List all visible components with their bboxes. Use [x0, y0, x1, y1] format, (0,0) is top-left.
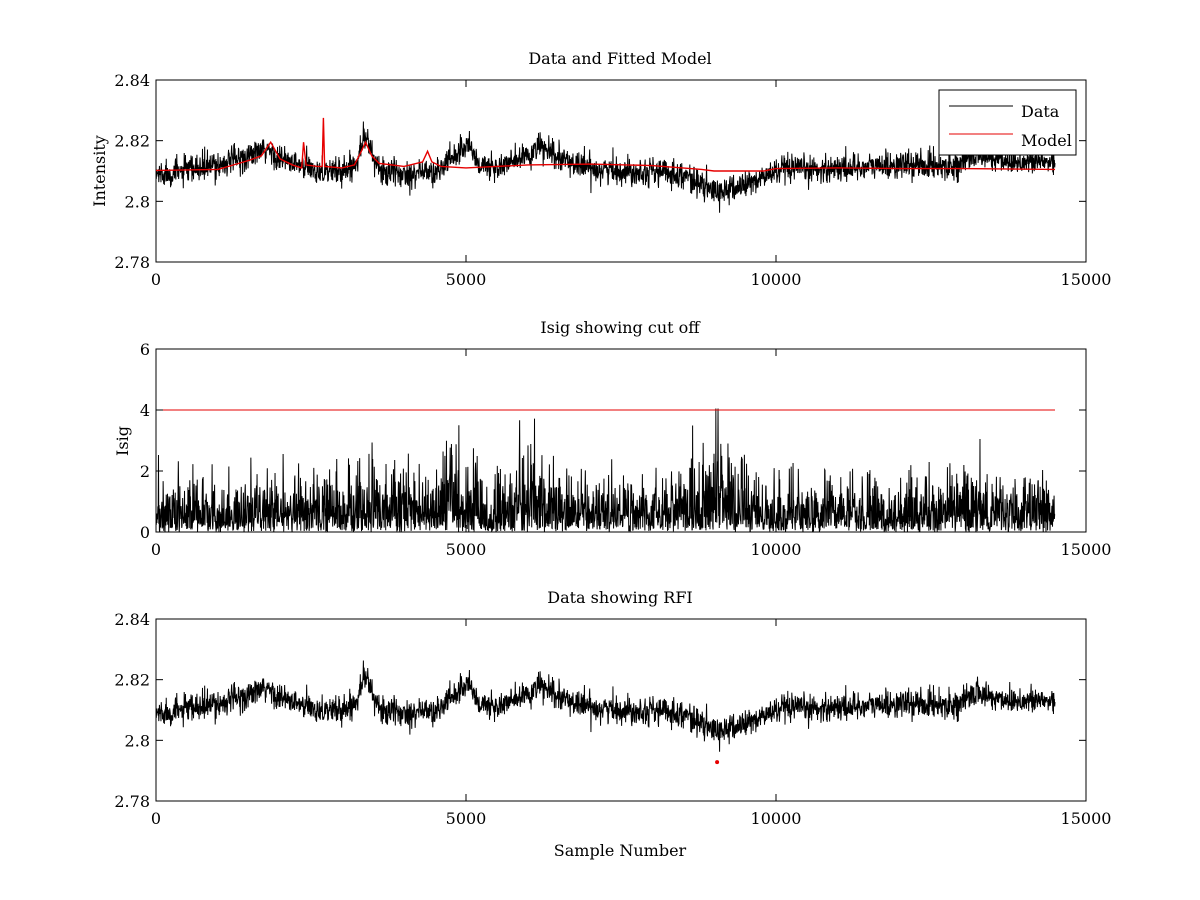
panel-3-ytick-label: 2.78 [114, 792, 150, 811]
panel-1-data-series [156, 121, 1056, 213]
panel-1-xtick-label: 15000 [1061, 270, 1112, 289]
legend: Data Model [938, 89, 1077, 156]
panel-3-ytick-label: 2.84 [114, 610, 150, 629]
panel-data-and-fitted-model: Data and Fitted Model 0 5000 10000 15000 2.7… [90, 49, 1111, 289]
panel-3-ytick-label: 2.8 [125, 731, 150, 750]
panel-2-ytick-label: 4 [140, 401, 150, 420]
panel-2-xtick-label: 0 [151, 540, 161, 559]
panel-2-ylabel: Isig [113, 426, 132, 456]
panel-1-xtick-label: 0 [151, 270, 161, 289]
panel-1-ytick-label: 2.84 [114, 71, 150, 90]
panel-3-xtick-label: 15000 [1061, 809, 1112, 828]
panel-2-ticks: 0 5000 10000 15000 0 2 4 6 [140, 340, 1112, 559]
panel-2-ytick-label: 2 [140, 462, 150, 481]
panel-2-xtick-label: 10000 [751, 540, 802, 559]
legend-data-label: Data [1021, 102, 1060, 121]
panel-1-model-series [156, 117, 1056, 172]
panel-1-ytick-label: 2.8 [125, 192, 150, 211]
panel-2-ytick-label: 0 [140, 523, 150, 542]
panel-2-xtick-label: 15000 [1061, 540, 1112, 559]
panel-1-ticks: 0 5000 10000 15000 2.78 2.8 2.82 2.84 [114, 71, 1111, 289]
panel-3-data-series [156, 660, 1056, 752]
panel-2-title: Isig showing cut off [540, 318, 701, 337]
panel-3-xtick-label: 5000 [446, 809, 487, 828]
rfi-marker [715, 760, 720, 765]
panel-isig-showing-cut-off: Isig showing cut off 0 5000 10000 15000 0 2 4 6… [113, 318, 1111, 559]
panel-3-xtick-label: 0 [151, 809, 161, 828]
panel-2-xtick-label: 5000 [446, 540, 487, 559]
panel-1-title: Data and Fitted Model [528, 49, 711, 68]
legend-box [938, 89, 1077, 156]
panel-3-rfi-markers [715, 760, 720, 765]
panel-3-title: Data showing RFI [547, 588, 692, 607]
panel-2-ytick-label: 6 [140, 340, 150, 359]
panel-3-xtick-label: 10000 [751, 809, 802, 828]
panel-2-isig-series [156, 408, 1056, 532]
panel-1-xtick-label: 10000 [751, 270, 802, 289]
panel-3-xlabel: Sample Number [554, 841, 687, 860]
legend-model-label: Model [1021, 131, 1072, 150]
panel-3-ytick-label: 2.82 [114, 671, 150, 690]
panel-1-ytick-label: 2.82 [114, 132, 150, 151]
panel-1-ytick-label: 2.78 [114, 253, 150, 272]
panel-data-showing-rfi: Data showing RFI 0 5000 10000 150002.782.82… [114, 588, 1111, 860]
panel-3-ticks: 0 5000 10000 15000 2.78 2.8 2.82 2.84 [114, 610, 1111, 828]
panel-1-ylabel: Intensity [90, 135, 109, 207]
panel-1-xtick-label: 5000 [446, 270, 487, 289]
